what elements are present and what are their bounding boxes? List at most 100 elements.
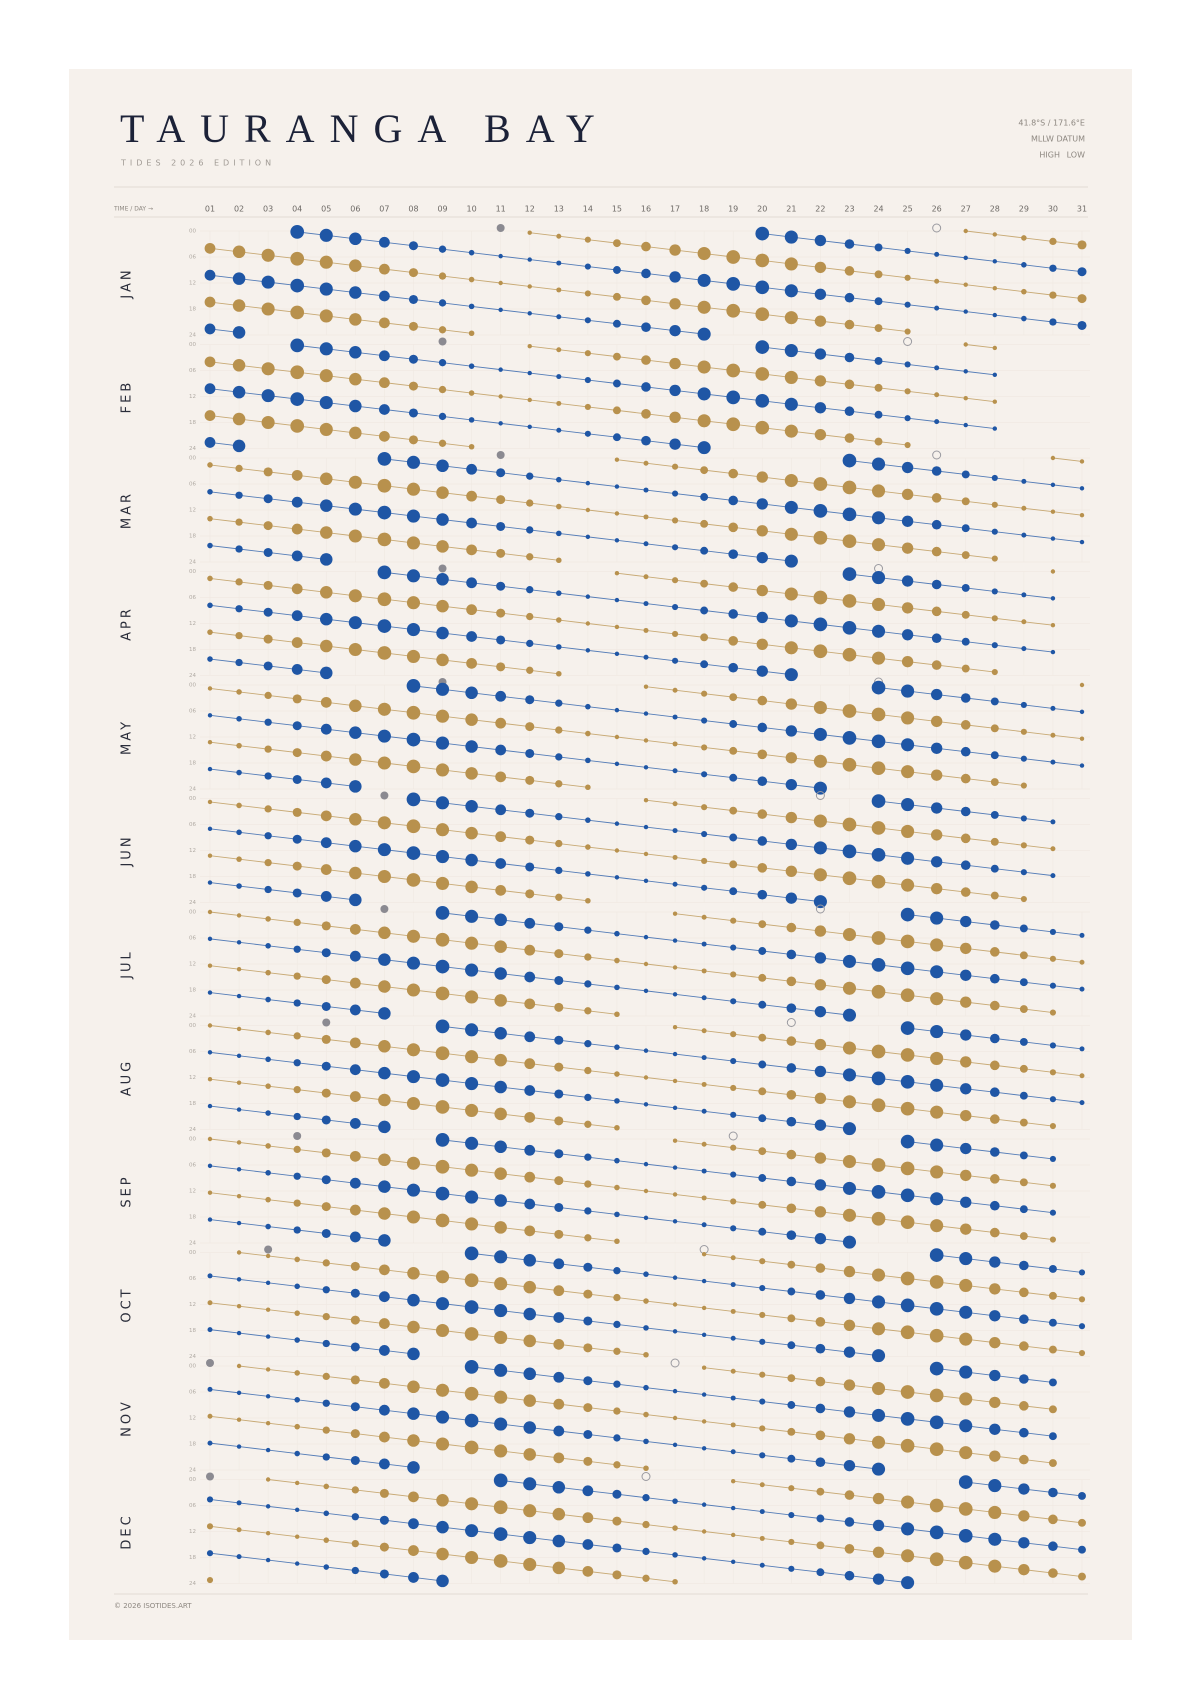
- low-tide: [726, 417, 741, 432]
- high-tide: [786, 1063, 797, 1073]
- tide-link: [704, 496, 734, 501]
- tide-link: [239, 521, 269, 527]
- high-tide: [585, 817, 591, 823]
- high-tide: [960, 915, 972, 928]
- tide-link: [268, 889, 298, 894]
- tide-link: [616, 1160, 647, 1165]
- time-tick-label: 12: [189, 1075, 196, 1081]
- low-tide: [843, 1379, 856, 1391]
- low-tide: [555, 839, 563, 848]
- tide-link: [965, 370, 995, 376]
- high-tide: [465, 800, 478, 813]
- tide-link: [1023, 1378, 1053, 1383]
- high-tide: [786, 1003, 797, 1014]
- tide-link: [558, 1006, 588, 1012]
- high-tide: [934, 365, 940, 371]
- low-tide: [1078, 1296, 1086, 1303]
- low-tide: [379, 263, 390, 275]
- high-tide: [1021, 646, 1027, 652]
- tide-link: [616, 1464, 647, 1469]
- high-tide: [759, 1452, 766, 1459]
- high-tide: [320, 723, 332, 735]
- high-tide: [264, 718, 272, 726]
- tide-link: [558, 376, 588, 381]
- low-tide: [265, 1531, 271, 1536]
- low-tide: [871, 484, 886, 498]
- low-tide: [435, 1323, 450, 1338]
- tide-link: [587, 1156, 617, 1162]
- high-tide: [672, 1388, 678, 1394]
- high-tide: [435, 906, 450, 920]
- low-tide: [584, 1120, 592, 1128]
- low-tide: [871, 1268, 886, 1282]
- high-tide: [207, 1103, 213, 1109]
- tide-link: [675, 579, 705, 585]
- high-tide: [758, 1174, 767, 1182]
- tide-link: [645, 1440, 676, 1446]
- low-tide: [643, 961, 649, 967]
- tide-link: [994, 1232, 1024, 1237]
- tide-link: [209, 828, 240, 833]
- tide-link: [907, 363, 937, 369]
- high-tide: [350, 1455, 360, 1465]
- tide-link: [645, 963, 676, 968]
- high-tide: [465, 909, 479, 923]
- high-tide: [784, 284, 798, 298]
- high-tide: [438, 299, 447, 307]
- time-tick-label: 18: [189, 1442, 196, 1448]
- low-tide: [379, 317, 390, 329]
- high-tide: [319, 342, 333, 356]
- low-tide: [901, 488, 914, 501]
- tide-link: [907, 304, 937, 309]
- high-tide: [556, 427, 562, 433]
- high-tide: [464, 1413, 479, 1428]
- high-tide: [265, 1223, 271, 1230]
- high-tide: [1050, 819, 1056, 825]
- low-tide: [900, 988, 915, 1003]
- low-tide: [643, 798, 649, 803]
- tide-link: [616, 409, 647, 415]
- low-tide: [842, 534, 857, 549]
- high-tide: [929, 1248, 944, 1262]
- tide-link: [791, 1514, 821, 1519]
- high-tide: [1019, 1205, 1028, 1214]
- high-tide: [204, 383, 216, 395]
- high-tide: [900, 961, 915, 976]
- low-tide: [1048, 1459, 1057, 1468]
- low-tide: [263, 521, 273, 531]
- low-tide: [435, 1100, 450, 1114]
- high-tide: [468, 417, 475, 423]
- low-tide: [498, 394, 503, 399]
- low-tide: [785, 811, 798, 824]
- tide-link: [645, 1327, 676, 1332]
- low-tide: [263, 580, 273, 590]
- low-tide: [756, 525, 768, 537]
- tide-link: [616, 356, 647, 361]
- axis-label: TIME / DAY →: [113, 206, 153, 213]
- time-tick-label: 12: [189, 508, 196, 514]
- low-tide: [901, 1495, 915, 1509]
- high-tide: [263, 607, 273, 617]
- tide-link: [645, 462, 676, 468]
- high-tide: [294, 1397, 300, 1403]
- high-tide: [583, 1429, 593, 1439]
- low-tide: [207, 740, 213, 745]
- high-tide: [730, 1282, 736, 1288]
- high-tide: [408, 294, 418, 304]
- tide-link: [326, 1262, 356, 1267]
- low-tide: [813, 644, 828, 659]
- tide-link: [268, 1226, 298, 1231]
- high-tide: [871, 457, 886, 471]
- low-tide: [552, 1561, 566, 1575]
- low-tide: [842, 647, 857, 662]
- low-tide: [843, 1433, 856, 1445]
- tide-link: [704, 1334, 734, 1339]
- high-tide: [788, 1511, 795, 1519]
- high-tide: [319, 396, 333, 410]
- time-tick-label: 00: [189, 1364, 196, 1370]
- high-tide: [784, 500, 798, 514]
- tide-link: [558, 316, 588, 321]
- new-moon: [206, 1359, 214, 1367]
- low-tide: [438, 326, 447, 334]
